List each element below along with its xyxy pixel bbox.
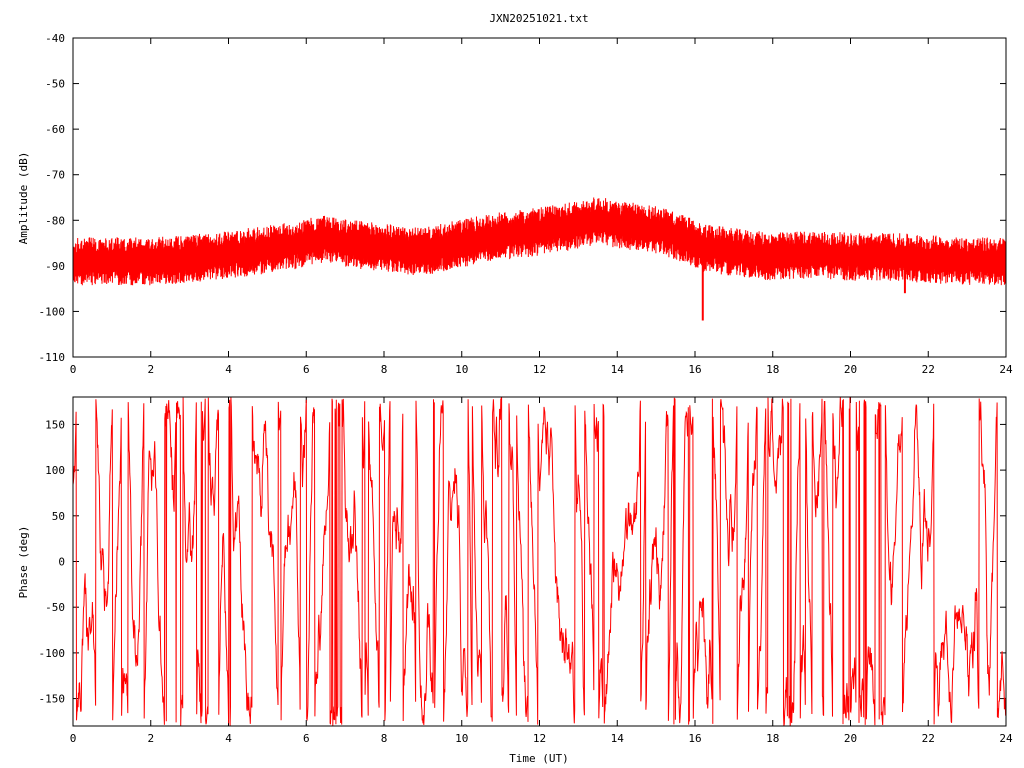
phase-x-tick-label: 14 (611, 732, 625, 745)
amplitude-frame (72, 37, 1007, 358)
phase-y-tick-label: -100 (39, 647, 66, 660)
amplitude-y-tick-label: -60 (45, 123, 65, 136)
amplitude-series-line (72, 197, 1007, 286)
chart-title: JXN20251021.txt (489, 12, 588, 25)
phase-x-tick-label: 0 (70, 732, 77, 745)
phase-y-tick-label: -50 (45, 601, 65, 614)
phase-x-tick-label: 12 (533, 732, 546, 745)
phase-series-line (73, 397, 1006, 726)
amplitude-y-axis-label: Amplitude (dB) (17, 152, 30, 245)
phase-x-tick-label: 20 (844, 732, 857, 745)
amplitude-x-tick-label: 10 (455, 363, 468, 376)
amplitude-x-tick-label: 12 (533, 363, 546, 376)
phase-x-tick-label: 2 (147, 732, 154, 745)
amplitude-y-tick-label: -90 (45, 260, 65, 273)
phase-y-axis-label: Phase (deg) (17, 526, 30, 599)
phase-panel: 0 2 4 6 8 10 12 14 16 18 20 22 24-150-100-5005010015… (39, 396, 1013, 745)
amplitude-x-tick-label: 18 (766, 363, 779, 376)
phase-frame (72, 396, 1007, 727)
amplitude-x-tick-label: 16 (688, 363, 701, 376)
amplitude-y-tick-label: -110 (39, 351, 66, 364)
phase-y-tick-label: 150 (45, 418, 65, 431)
amplitude-x-tick-label: 22 (922, 363, 935, 376)
amplitude-x-tick-label: 20 (844, 363, 857, 376)
amplitude-y-tick-label: -40 (45, 32, 65, 45)
phase-x-tick-label: 6 (303, 732, 310, 745)
amplitude-x-tick-label: 8 (381, 363, 388, 376)
phase-x-tick-label: 22 (922, 732, 935, 745)
amplitude-x-tick-label: 2 (147, 363, 154, 376)
phase-x-tick-label: 8 (381, 732, 388, 745)
phase-x-tick-label: 18 (766, 732, 779, 745)
amplitude-x-tick-label: 4 (225, 363, 232, 376)
phase-x-tick-label: 16 (688, 732, 701, 745)
amplitude-x-tick-label: 0 (70, 363, 77, 376)
phase-x-tick-label: 24 (999, 732, 1013, 745)
amplitude-y-tick-label: -70 (45, 169, 65, 182)
phase-y-tick-label: -150 (39, 693, 66, 706)
phase-y-tick-label: 100 (45, 464, 65, 477)
amplitude-panel: 0 2 4 6 8 10 12 14 16 18 20 22 24-110-100-90-80-70-6… (39, 32, 1013, 376)
phase-y-tick-label: 50 (52, 510, 65, 523)
phase-x-axis-label: Time (UT) (509, 752, 569, 765)
phase-x-tick-label: 10 (455, 732, 468, 745)
amplitude-y-tick-label: -100 (39, 305, 66, 318)
phase-x-tick-label: 4 (225, 732, 232, 745)
amplitude-x-tick-label: 14 (611, 363, 625, 376)
amplitude-x-tick-label: 6 (303, 363, 310, 376)
amplitude-x-tick-label: 24 (999, 363, 1013, 376)
amplitude-y-tick-label: -80 (45, 214, 65, 227)
amplitude-y-tick-label: -50 (45, 78, 65, 91)
phase-y-tick-label: 0 (58, 556, 65, 569)
